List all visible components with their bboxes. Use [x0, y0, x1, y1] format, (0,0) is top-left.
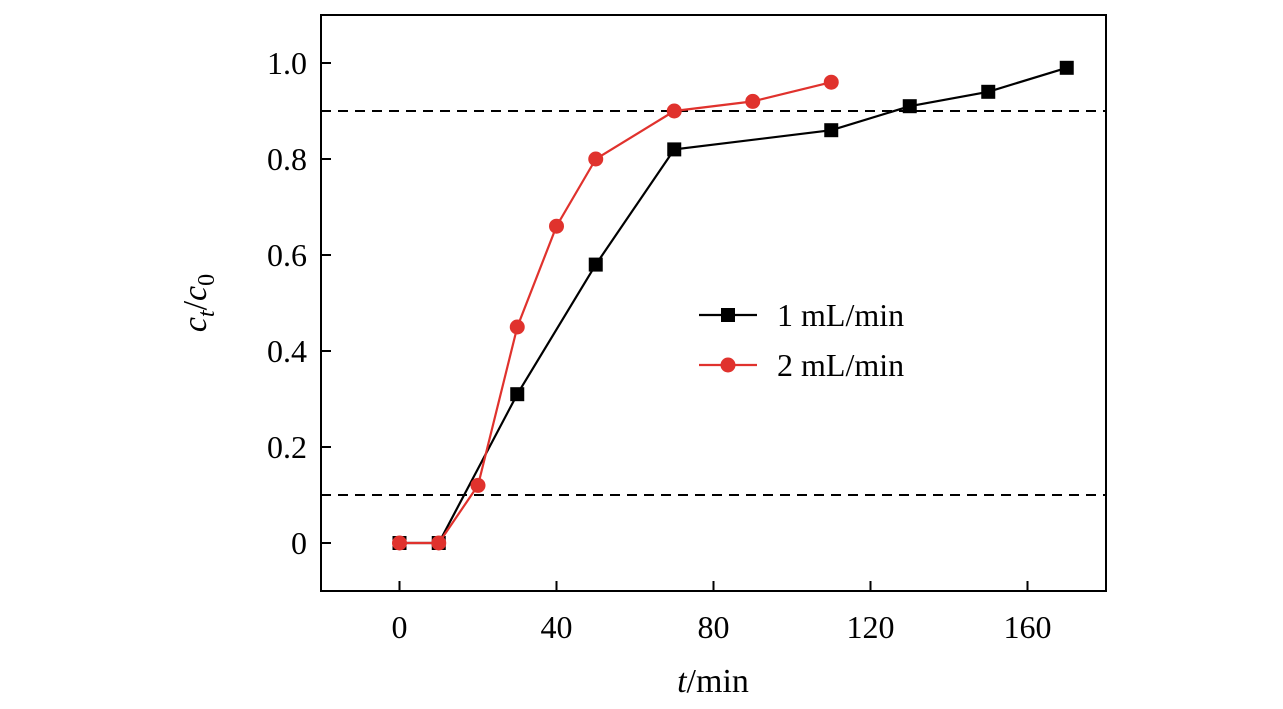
data-point — [745, 93, 761, 109]
x-tick-label: 120 — [847, 609, 895, 645]
svg-text:ct/c0: ct/c0 — [177, 274, 220, 332]
y-tick-label: 0.4 — [267, 333, 307, 369]
series-line-1 — [399, 81, 832, 545]
y-tick-label: 0.6 — [267, 237, 307, 273]
data-point — [470, 477, 486, 493]
y-tick-label: 0 — [291, 525, 307, 561]
series-line-0 — [399, 66, 1068, 545]
legend-marker — [720, 357, 736, 373]
y-axis-title: ct/c0 — [177, 274, 220, 332]
legend-label: 1 mL/min — [777, 297, 904, 333]
y-tick-label: 1.0 — [267, 45, 307, 81]
y-tick-label: 0.2 — [267, 429, 307, 465]
data-point — [588, 257, 603, 272]
data-point — [902, 99, 917, 114]
data-point — [549, 218, 564, 234]
legend-marker — [721, 308, 735, 322]
reference-lines — [321, 110, 1106, 496]
data-point — [509, 319, 525, 335]
data-point — [431, 535, 447, 551]
x-tick-label: 160 — [1004, 609, 1052, 645]
data-point — [1059, 60, 1074, 75]
data-point — [588, 151, 604, 167]
x-axis-title: t/min — [677, 663, 749, 700]
x-tick-label: 80 — [698, 609, 730, 645]
legend-label: 2 mL/min — [777, 347, 904, 383]
x-tick-label: 0 — [392, 609, 408, 645]
data-point — [823, 74, 839, 90]
data-point — [666, 103, 682, 119]
series-0 — [392, 60, 1074, 550]
data-point — [981, 84, 996, 99]
legend: 1 mL/min 2 mL/min — [699, 297, 904, 383]
data-point — [510, 387, 525, 402]
plot-frame — [320, 14, 1107, 592]
series-layer — [392, 60, 1074, 551]
series-1 — [392, 74, 839, 551]
x-tick-label: 40 — [541, 609, 573, 645]
data-point — [392, 535, 407, 551]
y-tick-label: 0.8 — [267, 141, 307, 177]
data-point — [667, 142, 682, 157]
axis-ticks: 0 40 80 120 160 0 0.2 0.4 0.6 0.8 1.0 — [267, 45, 1052, 645]
data-point — [824, 123, 839, 138]
